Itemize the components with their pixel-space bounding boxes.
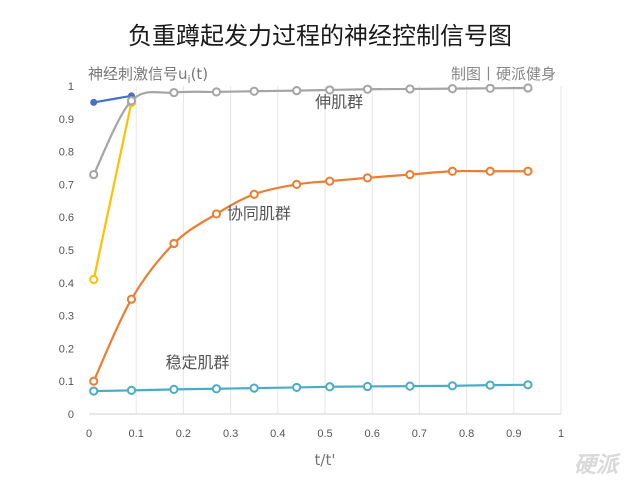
x-axis-label: t/t' <box>315 451 336 469</box>
x-tick-label: 0.9 <box>506 428 521 440</box>
x-tick-labels: 0 0.1 0.2 0.3 0.4 0.5 0.6 0.7 0.8 0.9 1 <box>86 428 564 440</box>
series-group <box>89 83 533 396</box>
series-annotation: 伸肌群 <box>315 92 363 111</box>
data-point <box>523 166 533 176</box>
data-point <box>325 382 335 392</box>
data-point <box>292 179 302 189</box>
series-annotation: 协同肌群 <box>227 204 291 223</box>
data-point <box>89 274 99 285</box>
y-tick-label: 0.7 <box>59 179 74 191</box>
y-tick-label: 0.3 <box>59 311 74 323</box>
series-1 <box>89 97 137 285</box>
x-tick-label: 0.1 <box>129 428 144 440</box>
data-point <box>126 385 137 395</box>
series-annotation: 稳定肌群 <box>166 353 230 372</box>
data-point <box>211 209 222 219</box>
series-3 <box>89 166 533 386</box>
x-tick-label: 0.4 <box>270 428 285 440</box>
x-tick-label: 0 <box>86 428 92 440</box>
data-point <box>211 384 222 394</box>
y-tick-label: 0.8 <box>59 147 74 159</box>
data-point <box>362 84 373 94</box>
data-point <box>126 96 137 106</box>
x-tick-label: 0.2 <box>176 428 191 440</box>
x-tick-label: 1 <box>558 428 564 440</box>
data-point <box>523 380 533 390</box>
data-point <box>211 87 222 97</box>
data-point <box>405 169 415 180</box>
series-line <box>92 86 528 176</box>
y-tick-label: 0.5 <box>59 245 74 257</box>
y-axis-label: 神经刺激信号ui(t) <box>88 65 208 86</box>
y-tick-label: 0.4 <box>59 278 74 290</box>
x-tick-label: 0.3 <box>223 428 238 440</box>
x-tick-label: 0.8 <box>459 428 474 440</box>
y-tick-label: 0.6 <box>59 212 74 224</box>
data-point <box>447 84 458 94</box>
data-point <box>292 85 302 96</box>
data-point <box>249 86 259 96</box>
data-point <box>126 294 137 304</box>
credit-label: 制图丨硬派健身 <box>451 65 556 83</box>
data-point <box>90 98 98 106</box>
y-tick-labels: 0 0.1 0.2 0.3 0.4 0.5 0.6 0.7 0.8 0.9 1 <box>59 81 74 421</box>
data-point <box>89 376 99 386</box>
data-point <box>89 169 99 180</box>
data-point <box>447 381 458 391</box>
data-point <box>485 380 495 390</box>
data-point <box>249 189 259 199</box>
x-tick-label: 0.7 <box>412 428 427 440</box>
data-point <box>325 176 335 186</box>
data-point <box>405 84 415 94</box>
data-point <box>89 386 99 396</box>
series-line <box>92 102 133 280</box>
data-point <box>292 382 302 393</box>
data-point <box>169 87 179 98</box>
watermark-logo: 硬派 <box>574 453 621 478</box>
data-point <box>485 83 495 93</box>
data-point <box>447 166 458 176</box>
data-point <box>485 166 495 176</box>
data-point <box>325 85 335 95</box>
data-point <box>169 238 179 249</box>
data-point <box>362 381 373 392</box>
chart-title: 负重蹲起发力过程的神经控制信号图 <box>128 22 512 50</box>
grid-lines <box>135 86 562 414</box>
data-point <box>523 83 533 93</box>
data-point <box>249 383 259 393</box>
y-tick-label: 0.1 <box>59 376 74 388</box>
y-tick-label: 0.2 <box>59 343 74 355</box>
data-point <box>169 384 179 394</box>
series-4 <box>89 380 533 396</box>
y-tick-label: 0 <box>68 409 74 421</box>
x-tick-label: 0.5 <box>317 428 332 440</box>
series-line <box>93 94 132 104</box>
y-tick-label: 0.9 <box>59 114 74 126</box>
series-line <box>92 169 528 382</box>
series-line <box>93 383 528 393</box>
data-point <box>362 173 373 183</box>
x-tick-label: 0.6 <box>365 428 380 440</box>
series-2 <box>89 83 533 180</box>
y-tick-label: 1 <box>68 81 74 93</box>
data-point <box>405 381 415 391</box>
